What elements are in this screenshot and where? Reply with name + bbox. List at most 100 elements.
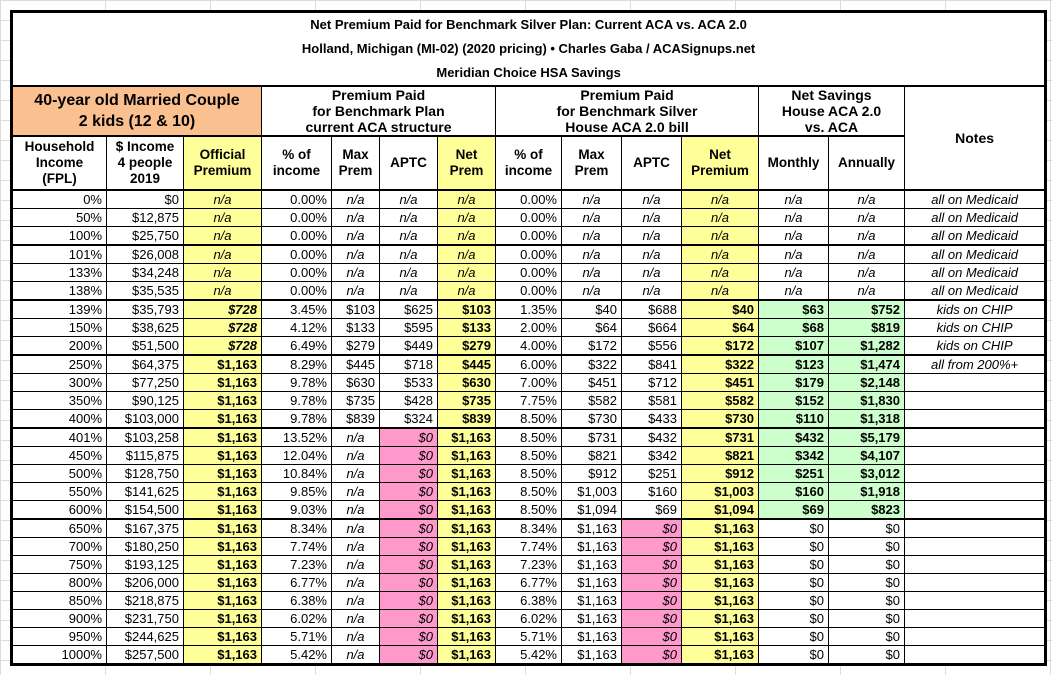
cell-aca2-net-premium: $1,163: [681, 537, 759, 556]
table-title-line-2: Holland, Michigan (MI-02) (2020 pricing)…: [301, 41, 756, 56]
cell-official-premium: $1,163: [183, 354, 262, 374]
cell-aca2-net-premium: $1,163: [681, 627, 759, 646]
cell-fpl: 500%: [11, 464, 107, 483]
cell-aca-pct-income: 13.52%: [261, 427, 332, 447]
cell-aca-pct-income: 0.00%: [261, 226, 332, 246]
cell-aca2-pct-income: 5.42%: [495, 645, 562, 665]
cell-aca2-aptc: $556: [621, 336, 682, 356]
cell-official-premium: n/a: [183, 208, 262, 227]
cell-official-premium: n/a: [183, 189, 262, 209]
column-header-row: Household Income (FPL) $ Income 4 people …: [11, 135, 1046, 191]
cell-note: [903, 446, 1047, 465]
cell-aca-net-prem: n/a: [437, 244, 496, 264]
cell-income: $193,125: [106, 555, 184, 574]
cell-aca2-net-premium: n/a: [681, 226, 759, 246]
cell-official-premium: $1,163: [183, 500, 262, 520]
cell-aca-max-prem: n/a: [331, 609, 380, 628]
table-row: 950% $244,625 $1,163 5.71% n/a $0 $1,163 5.71% $…: [11, 627, 1047, 646]
cell-aca-max-prem: n/a: [331, 500, 380, 520]
cell-income: $115,875: [106, 446, 184, 465]
cell-aca2-net-premium: $730: [681, 409, 759, 429]
cell-aca2-aptc: $69: [621, 500, 682, 520]
column-header-aca2-max-prem: Max Prem: [561, 135, 622, 191]
column-header-aca2-net-premium: Net Premium: [681, 135, 759, 191]
table-row: 700% $180,250 $1,163 7.74% n/a $0 $1,163 7.74% $…: [11, 537, 1047, 556]
cell-note: [903, 555, 1047, 574]
cell-aca-aptc: $0: [379, 500, 438, 520]
column-header-aca-net-prem: Net Prem: [437, 135, 496, 191]
cell-income: $128,750: [106, 464, 184, 483]
cell-fpl: 138%: [11, 281, 107, 301]
cell-fpl: 150%: [11, 318, 107, 337]
cell-aca2-pct-income: 2.00%: [495, 318, 562, 337]
table-row: 250% $64,375 $1,163 8.29% $445 $718 $445 6.00% $…: [11, 354, 1047, 374]
cell-aca-aptc: $449: [379, 336, 438, 356]
cell-fpl: 50%: [11, 208, 107, 227]
cell-note: [903, 573, 1047, 592]
cell-note: all on Medicaid: [903, 226, 1047, 246]
cell-aca2-pct-income: 6.02%: [495, 609, 562, 628]
cell-aca-net-prem: n/a: [437, 226, 496, 246]
cell-aca-net-prem: $630: [437, 373, 496, 392]
cell-note: [903, 391, 1047, 410]
cell-aca2-max-prem: $821: [561, 446, 622, 465]
cell-aca2-net-premium: $731: [681, 427, 759, 447]
cell-aca-pct-income: 6.49%: [261, 336, 332, 356]
cell-aca2-aptc: $160: [621, 482, 682, 501]
cell-aca2-max-prem: $731: [561, 427, 622, 447]
table-row: 650% $167,375 $1,163 8.34% n/a $0 $1,163 8.34% $…: [11, 518, 1047, 538]
column-header-aca2-pct-income: % of income: [495, 135, 562, 191]
cell-note: [903, 537, 1047, 556]
cell-income: $0: [106, 189, 184, 209]
cell-note: kids on CHIP: [903, 336, 1047, 356]
cell-savings-annually: $1,918: [828, 482, 905, 501]
cell-aca-pct-income: 4.12%: [261, 318, 332, 337]
cell-aca2-aptc: $0: [621, 518, 682, 538]
table-row: 138% $35,535 n/a 0.00% n/a n/a n/a 0.00% n/a n/a n…: [11, 281, 1047, 301]
table-row: 500% $128,750 $1,163 10.84% n/a $0 $1,163 8.50%…: [11, 464, 1047, 483]
cell-aca2-aptc: $0: [621, 627, 682, 646]
cell-aca-max-prem: n/a: [331, 446, 380, 465]
cell-aca2-net-premium: $1,163: [681, 645, 759, 665]
cell-aca2-max-prem: $1,163: [561, 591, 622, 610]
cell-aca-pct-income: 3.45%: [261, 299, 332, 319]
cell-aca-pct-income: 9.03%: [261, 500, 332, 520]
cell-aca-pct-income: 8.29%: [261, 354, 332, 374]
cell-aca2-net-premium: $172: [681, 336, 759, 356]
cell-aca2-aptc: $688: [621, 299, 682, 319]
cell-savings-monthly: $68: [758, 318, 829, 337]
cell-official-premium: n/a: [183, 244, 262, 264]
cell-aca-net-prem: $839: [437, 409, 496, 429]
cell-savings-monthly: n/a: [758, 226, 829, 246]
table-title: Net Premium Paid for Benchmark Silver Pl…: [10, 11, 1047, 87]
cell-aca-pct-income: 9.85%: [261, 482, 332, 501]
cell-note: [903, 609, 1047, 628]
table-row: 900% $231,750 $1,163 6.02% n/a $0 $1,163 6.02% $…: [11, 609, 1047, 628]
cell-official-premium: $1,163: [183, 482, 262, 501]
cell-aca2-pct-income: 8.50%: [495, 464, 562, 483]
column-header-income: $ Income 4 people 2019: [106, 135, 184, 191]
cell-aca-pct-income: 6.38%: [261, 591, 332, 610]
cell-fpl: 900%: [11, 609, 107, 628]
cell-aca-pct-income: 6.77%: [261, 573, 332, 592]
cell-fpl: 400%: [11, 409, 107, 429]
cell-savings-annually: $0: [828, 518, 905, 538]
table-row: 101% $26,008 n/a 0.00% n/a n/a n/a 0.00% n/a n/a n…: [11, 244, 1047, 264]
cell-aca2-aptc: $342: [621, 446, 682, 465]
cell-aca-max-prem: n/a: [331, 208, 380, 227]
cell-aca2-aptc: n/a: [621, 244, 682, 264]
cell-savings-annually: $0: [828, 627, 905, 646]
cell-note: all on Medicaid: [903, 208, 1047, 227]
cell-aca2-pct-income: 0.00%: [495, 263, 562, 282]
cell-savings-monthly: $0: [758, 573, 829, 592]
cell-official-premium: $728: [183, 299, 262, 319]
cell-aca-max-prem: n/a: [331, 627, 380, 646]
cell-income: $64,375: [106, 354, 184, 374]
cell-savings-annually: $2,148: [828, 373, 905, 392]
cell-aca-max-prem: $133: [331, 318, 380, 337]
cell-aca-pct-income: 5.71%: [261, 627, 332, 646]
cell-aca-max-prem: n/a: [331, 226, 380, 246]
cell-aca2-max-prem: $912: [561, 464, 622, 483]
cell-fpl: 250%: [11, 354, 107, 374]
table-row: 50% $12,875 n/a 0.00% n/a n/a n/a 0.00% n/a n/a n/…: [11, 208, 1047, 227]
